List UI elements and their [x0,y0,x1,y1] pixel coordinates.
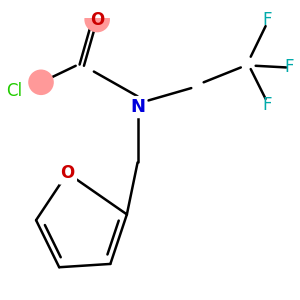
Text: O: O [90,11,104,28]
Text: F: F [262,96,272,114]
Text: Cl: Cl [6,82,22,100]
Text: O: O [60,164,75,182]
Circle shape [84,7,110,32]
Text: N: N [130,98,145,116]
Text: F: F [262,11,272,28]
Circle shape [28,70,54,95]
Text: F: F [284,58,293,76]
